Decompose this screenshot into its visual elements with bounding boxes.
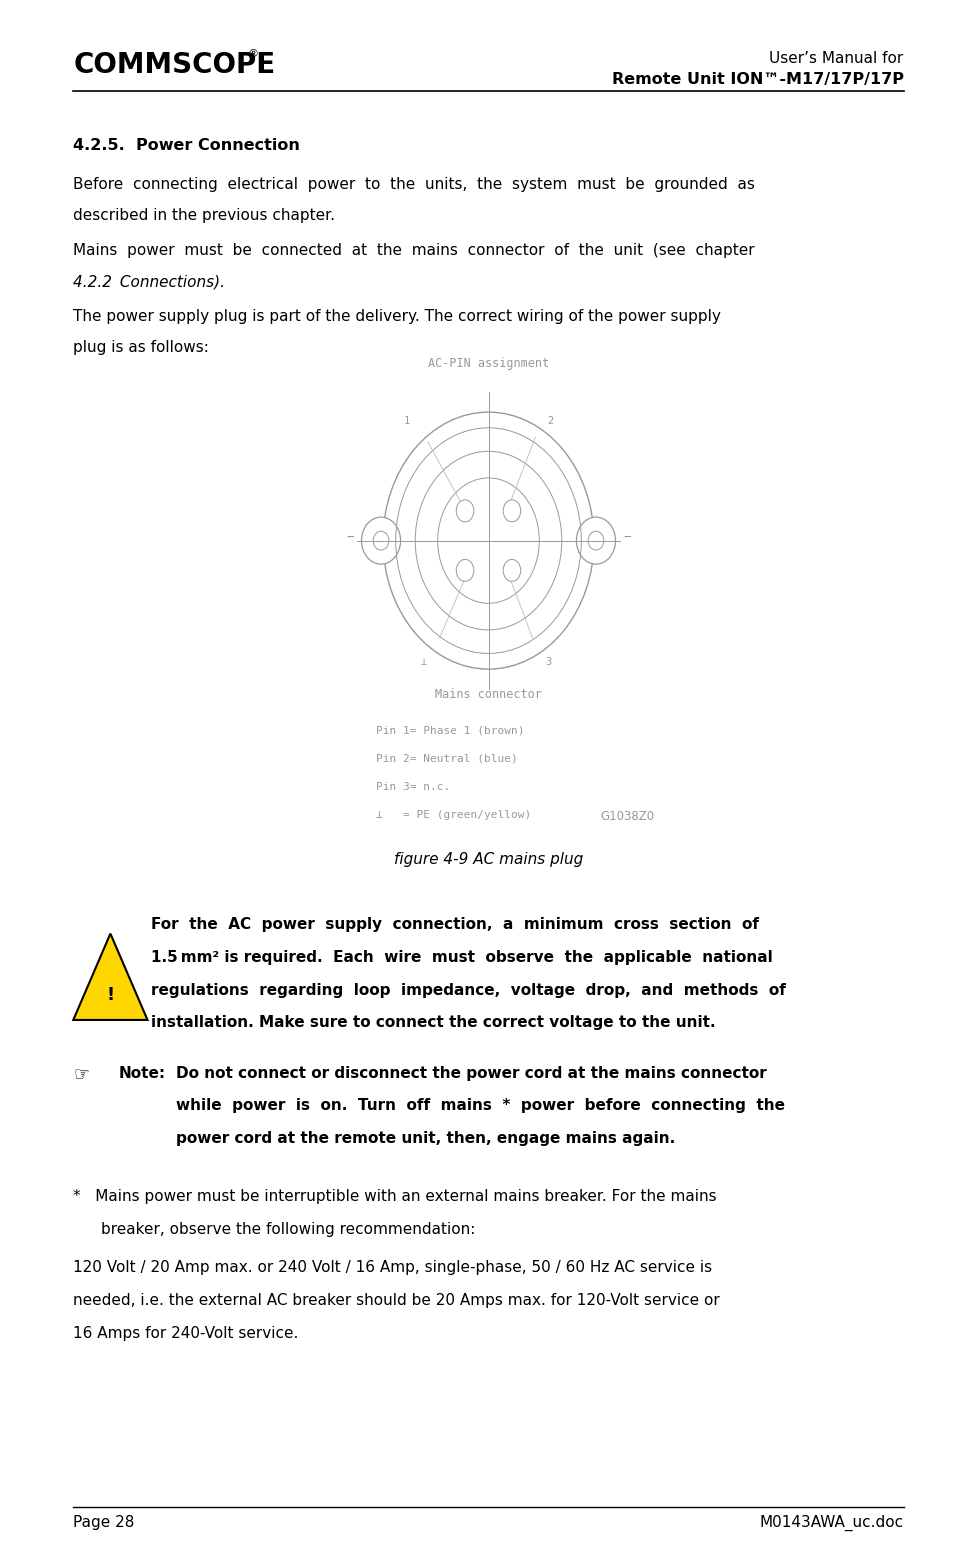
Text: ☞: ☞: [73, 1066, 90, 1083]
Text: ⊥: ⊥: [421, 657, 427, 666]
Text: 2: 2: [547, 417, 553, 426]
Text: AC-PIN assignment: AC-PIN assignment: [428, 357, 549, 370]
Text: described in the previous chapter.: described in the previous chapter.: [73, 208, 335, 224]
Text: −: −: [623, 531, 631, 544]
Polygon shape: [73, 934, 148, 1020]
Text: G1038Z0: G1038Z0: [601, 810, 655, 823]
Text: regulations  regarding  loop  impedance,  voltage  drop,  and  methods  of: regulations regarding loop impedance, vo…: [151, 983, 786, 998]
Ellipse shape: [361, 517, 401, 564]
Text: 4.2.2  Connections).: 4.2.2 Connections).: [73, 274, 226, 290]
Text: Before  connecting  electrical  power  to  the  units,  the  system  must  be  g: Before connecting electrical power to th…: [73, 177, 755, 193]
Text: 16 Amps for 240-Volt service.: 16 Amps for 240-Volt service.: [73, 1326, 299, 1341]
Text: Pin 3= n.c.: Pin 3= n.c.: [376, 782, 450, 791]
Text: The power supply plug is part of the delivery. The correct wiring of the power s: The power supply plug is part of the del…: [73, 309, 721, 324]
Text: ®: ®: [247, 49, 258, 60]
Text: !: !: [106, 986, 114, 1004]
Text: *   Mains power must be interruptible with an external mains breaker. For the ma: * Mains power must be interruptible with…: [73, 1189, 717, 1205]
Text: M0143AWA_uc.doc: M0143AWA_uc.doc: [759, 1515, 904, 1531]
Ellipse shape: [456, 500, 474, 522]
Ellipse shape: [383, 412, 594, 669]
Ellipse shape: [576, 517, 616, 564]
Text: User’s Manual for: User’s Manual for: [770, 50, 904, 66]
Text: while  power  is  on.  Turn  off  mains  *  power  before  connecting  the: while power is on. Turn off mains * powe…: [176, 1098, 785, 1114]
Text: installation. Make sure to connect the correct voltage to the unit.: installation. Make sure to connect the c…: [151, 1015, 716, 1031]
Text: Do not connect or disconnect the power cord at the mains connector: Do not connect or disconnect the power c…: [176, 1066, 767, 1081]
Text: Pin 2= Neutral (blue): Pin 2= Neutral (blue): [376, 754, 518, 763]
Text: Remote Unit ION™-M17/17P/17P: Remote Unit ION™-M17/17P/17P: [612, 72, 904, 88]
Text: 4.2.5.  Power Connection: 4.2.5. Power Connection: [73, 138, 300, 154]
Text: Page 28: Page 28: [73, 1515, 135, 1531]
Text: Mains  power  must  be  connected  at  the  mains  connector  of  the  unit  (se: Mains power must be connected at the mai…: [73, 243, 755, 259]
Text: For  the  AC  power  supply  connection,  a  minimum  cross  section  of: For the AC power supply connection, a mi…: [151, 917, 759, 932]
Text: Pin 1= Phase 1 (brown): Pin 1= Phase 1 (brown): [376, 726, 525, 735]
Text: figure 4-9 AC mains plug: figure 4-9 AC mains plug: [394, 852, 583, 868]
Text: ⊥   = PE (green/yellow): ⊥ = PE (green/yellow): [376, 810, 531, 820]
Text: breaker, observe the following recommendation:: breaker, observe the following recommend…: [101, 1222, 475, 1238]
Ellipse shape: [503, 559, 521, 581]
Ellipse shape: [456, 559, 474, 581]
Text: 1.5 mm² is required.  Each  wire  must  observe  the  applicable  national: 1.5 mm² is required. Each wire must obse…: [151, 950, 773, 965]
Text: COMMSCOPE: COMMSCOPE: [73, 50, 276, 78]
Text: needed, i.e. the external AC breaker should be 20 Amps max. for 120-Volt service: needed, i.e. the external AC breaker sho…: [73, 1293, 720, 1308]
Text: 3: 3: [545, 657, 551, 666]
Text: power cord at the remote unit, then, engage mains again.: power cord at the remote unit, then, eng…: [176, 1131, 675, 1147]
Text: Mains connector: Mains connector: [435, 688, 542, 700]
Text: plug is as follows:: plug is as follows:: [73, 340, 209, 356]
Text: Note:: Note:: [118, 1066, 165, 1081]
Text: 120 Volt / 20 Amp max. or 240 Volt / 16 Amp, single-phase, 50 / 60 Hz AC service: 120 Volt / 20 Amp max. or 240 Volt / 16 …: [73, 1260, 712, 1276]
Ellipse shape: [503, 500, 521, 522]
Text: −: −: [346, 531, 354, 544]
Text: 1: 1: [404, 417, 410, 426]
